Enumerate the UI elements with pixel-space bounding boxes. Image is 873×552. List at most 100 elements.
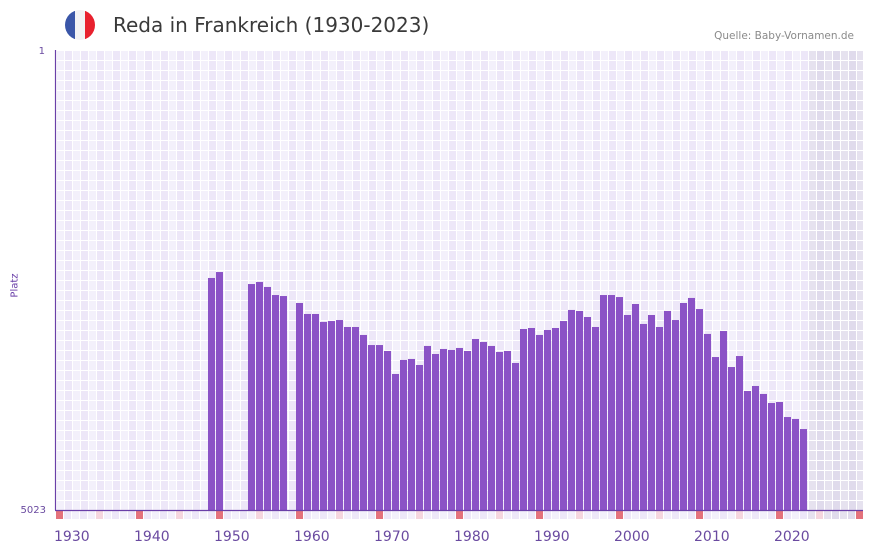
bar-2012: [712, 357, 719, 510]
grid-cell: [449, 171, 456, 180]
grid-cell: [833, 191, 840, 200]
grid-cell: [737, 211, 744, 220]
grid-cell: [89, 71, 96, 80]
grid-cell: [505, 271, 512, 280]
grid-cell: [281, 221, 288, 230]
grid-cell: [265, 271, 272, 280]
grid-cell: [281, 141, 288, 150]
grid-cell: [249, 271, 256, 280]
grid-cell: [737, 321, 744, 330]
grid-cell: [329, 151, 336, 160]
grid-cell: [785, 321, 792, 330]
grid-cell: [305, 151, 312, 160]
grid-cell: [233, 181, 240, 190]
grid-cell: [577, 261, 584, 270]
grid-cell: [417, 221, 424, 230]
grid-cell: [617, 141, 624, 150]
grid-cell: [817, 391, 824, 400]
grid-cell: [473, 241, 480, 250]
grid-cell: [257, 271, 264, 280]
grid-cell: [649, 141, 656, 150]
grid-cell: [505, 201, 512, 210]
year-marker: [336, 511, 343, 519]
grid-cell: [361, 321, 368, 330]
grid-cell: [345, 101, 352, 110]
year-marker: [96, 511, 103, 519]
grid-cell: [57, 221, 64, 230]
grid-cell: [537, 311, 544, 320]
grid-cell: [657, 291, 664, 300]
grid-cell: [817, 351, 824, 360]
grid-cell: [713, 191, 720, 200]
grid-cell: [457, 271, 464, 280]
grid-cell: [825, 461, 832, 470]
grid-cell: [457, 131, 464, 140]
grid-cell: [633, 81, 640, 90]
grid-cell: [193, 131, 200, 140]
grid-cell: [505, 231, 512, 240]
grid-cell: [841, 181, 848, 190]
grid-cell: [833, 91, 840, 100]
grid-cell: [65, 421, 72, 430]
grid-cell: [65, 331, 72, 340]
grid-cell: [857, 401, 863, 410]
grid-cell: [81, 271, 88, 280]
grid-cell: [857, 71, 863, 80]
grid-cell: [609, 171, 616, 180]
grid-cell: [361, 101, 368, 110]
grid-cell: [729, 311, 736, 320]
bar-1981: [464, 350, 471, 510]
grid-cell: [489, 211, 496, 220]
grid-cell: [521, 51, 528, 60]
grid-cell: [769, 91, 776, 100]
grid-cell: [201, 241, 208, 250]
grid-cell: [697, 51, 704, 60]
grid-cell: [561, 191, 568, 200]
grid-cell: [761, 141, 768, 150]
grid-cell: [849, 491, 856, 500]
grid-cell: [233, 401, 240, 410]
grid-cell: [785, 271, 792, 280]
grid-cell: [681, 231, 688, 240]
grid-cell: [801, 151, 808, 160]
grid-cell: [729, 261, 736, 270]
grid-cell: [105, 121, 112, 130]
grid-cell: [553, 311, 560, 320]
grid-cell: [73, 261, 80, 270]
grid-cell: [497, 221, 504, 230]
grid-cell: [89, 371, 96, 380]
grid-cell: [425, 231, 432, 240]
grid-cell: [849, 391, 856, 400]
grid-cell: [609, 231, 616, 240]
grid-cell: [497, 341, 504, 350]
grid-cell: [225, 201, 232, 210]
grid-cell: [625, 131, 632, 140]
grid-cell: [745, 381, 752, 390]
grid-cell: [769, 291, 776, 300]
grid-cell: [385, 221, 392, 230]
grid-cell: [185, 111, 192, 120]
grid-cell: [561, 251, 568, 260]
year-marker: [184, 511, 191, 519]
grid-cell: [265, 131, 272, 140]
grid-cell: [129, 191, 136, 200]
grid-cell: [433, 261, 440, 270]
grid-cell: [833, 71, 840, 80]
grid-cell: [185, 471, 192, 480]
grid-cell: [793, 291, 800, 300]
grid-cell: [673, 241, 680, 250]
grid-cell: [809, 501, 816, 510]
grid-cell: [129, 131, 136, 140]
grid-cell: [121, 71, 128, 80]
grid-cell: [641, 171, 648, 180]
grid-cell: [113, 291, 120, 300]
grid-cell: [289, 481, 296, 490]
grid-cell: [737, 181, 744, 190]
grid-cell: [689, 191, 696, 200]
grid-cell: [257, 191, 264, 200]
grid-cell: [857, 151, 863, 160]
grid-cell: [465, 101, 472, 110]
grid-cell: [697, 191, 704, 200]
grid-cell: [225, 291, 232, 300]
grid-cell: [217, 121, 224, 130]
